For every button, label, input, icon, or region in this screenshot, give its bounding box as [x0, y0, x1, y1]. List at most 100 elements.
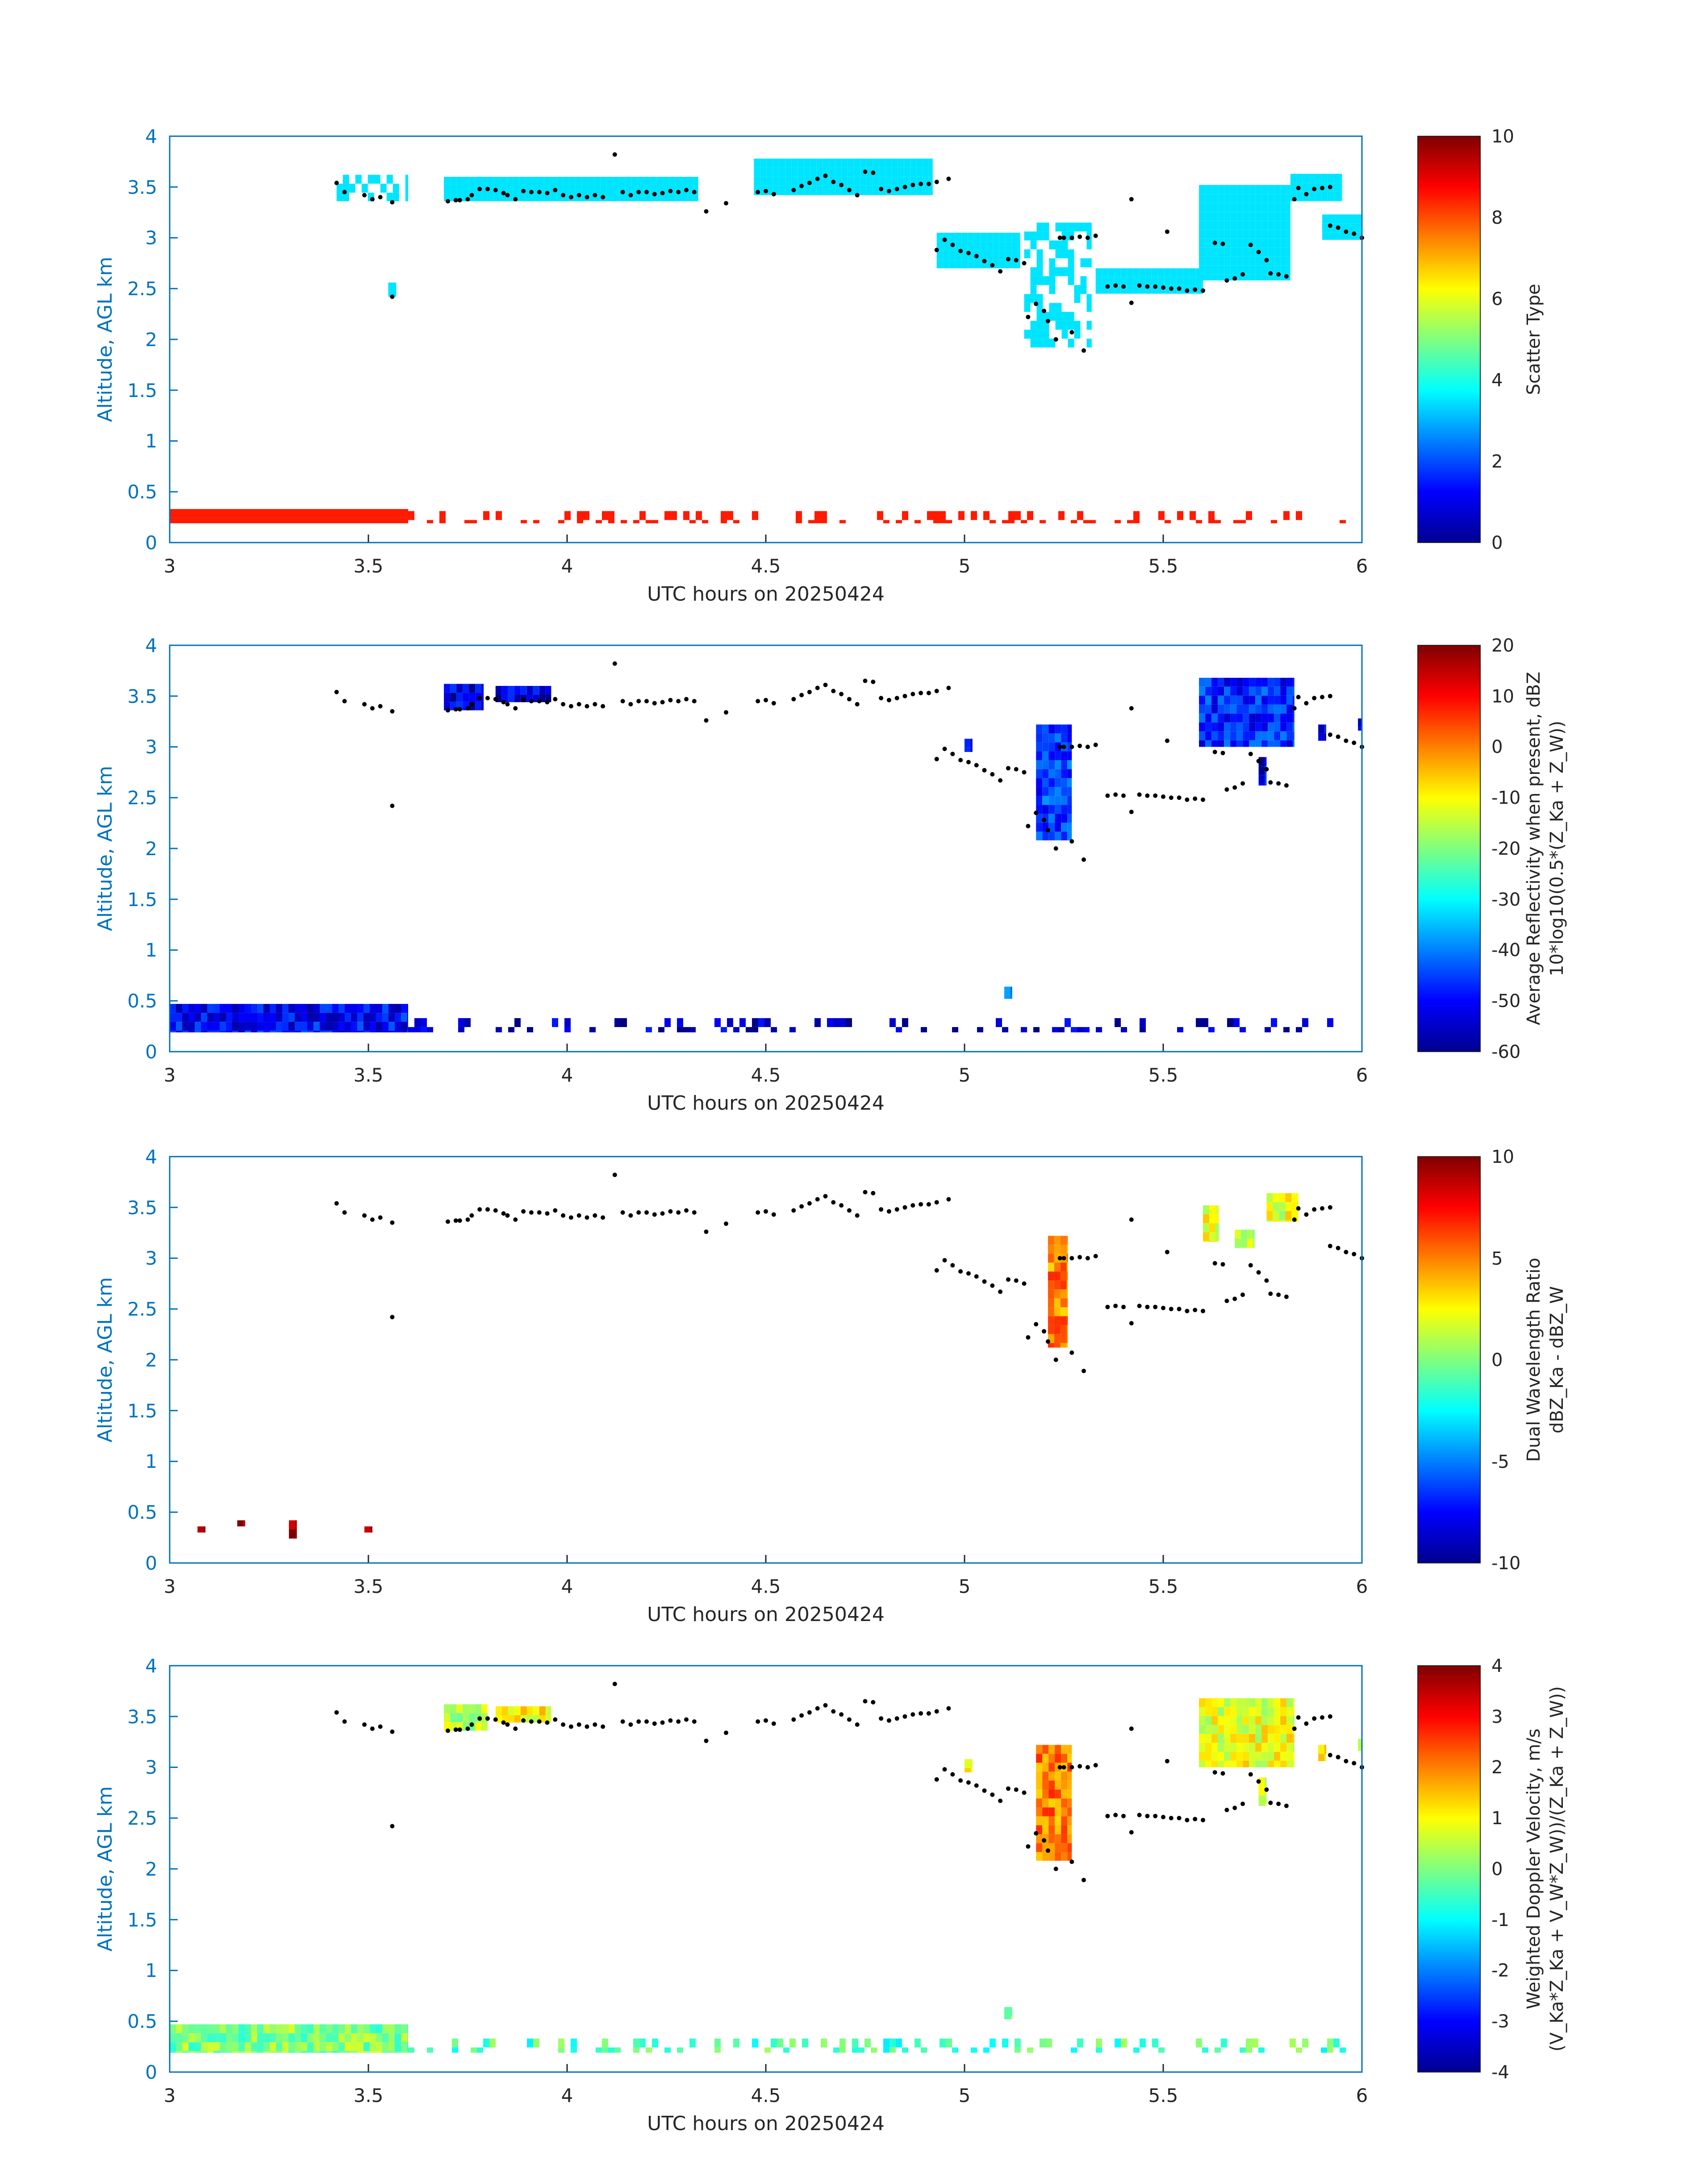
heatmap-cell: [1199, 238, 1206, 248]
heatmap-cell: [1224, 686, 1231, 696]
heatmap-cell: [288, 1031, 295, 1032]
heatmap-cell: [506, 177, 513, 186]
heatmap-cell: [1036, 814, 1043, 823]
cloud-top-point: [362, 193, 367, 197]
heatmap-cell: [407, 1031, 408, 1032]
heatmap-cell: [1249, 704, 1256, 714]
y-tick-label: 0.5: [127, 990, 157, 1012]
heatmap-cell: [1324, 724, 1326, 734]
heatmap-cell: [220, 1031, 226, 1032]
cloud-top-point: [342, 190, 347, 195]
cloud-top-point: [362, 1213, 367, 1218]
cloud-top-point: [1240, 1801, 1245, 1806]
cloud-top-point: [612, 661, 617, 666]
heatmap-cell: [1048, 1843, 1055, 1852]
cloud-top-point: [958, 1269, 963, 1274]
heatmap-cell: [1061, 1789, 1068, 1799]
heatmap-cell: [1324, 1754, 1326, 1761]
cloud-top-point: [1240, 272, 1245, 277]
heatmap-cell: [338, 2051, 345, 2053]
panel-4-axes-frame: [169, 1665, 1363, 2073]
heatmap-cell: [1218, 731, 1224, 740]
heatmap-cell: [508, 1027, 514, 1032]
cloud-top-point: [1105, 1304, 1110, 1309]
heatmap-cell: [961, 259, 968, 268]
heatmap-cell: [1202, 2047, 1208, 2053]
cloud-top-point: [1256, 1779, 1261, 1784]
heatmap-cell: [351, 2033, 357, 2043]
cloud-top-point: [1034, 301, 1039, 306]
heatmap-cell: [1274, 731, 1281, 740]
cloud-top-point: [974, 254, 979, 259]
heatmap-cell: [1268, 274, 1274, 280]
heatmap-cell: [351, 518, 357, 523]
heatmap-cell: [1328, 174, 1334, 183]
heatmap-cell: [1243, 1742, 1249, 1752]
heatmap-cell: [405, 184, 408, 193]
heatmap-cell: [1011, 2016, 1012, 2019]
heatmap-cell: [1218, 1734, 1224, 1743]
heatmap-cell: [1040, 520, 1046, 523]
heatmap-cell: [1158, 2047, 1165, 2053]
cloud-top-point: [1069, 744, 1074, 749]
cloud-top-point: [839, 183, 844, 188]
heatmap-cell: [1066, 1307, 1068, 1316]
heatmap-cell: [1048, 1852, 1055, 1861]
heatmap-cell: [1055, 1816, 1061, 1826]
heatmap-cell: [338, 1004, 345, 1013]
heatmap-cell: [1280, 221, 1287, 230]
panel-2-colorbar: [1417, 645, 1481, 1052]
heatmap-cell: [1224, 221, 1231, 230]
heatmap-cell: [195, 2024, 201, 2034]
heatmap-cell: [614, 1018, 621, 1027]
heatmap-cell: [1211, 722, 1218, 731]
heatmap-cell: [1095, 268, 1102, 277]
cloud-top-point: [871, 1700, 876, 1705]
panel-3-colorbar: [1417, 1156, 1481, 1563]
heatmap-cell: [965, 1759, 971, 1768]
heatmap-cell: [1055, 796, 1061, 805]
heatmap-cell: [393, 192, 399, 201]
cloud-top-point: [934, 1268, 939, 1273]
heatmap-cell: [1286, 686, 1293, 696]
cloud-top-point: [1145, 793, 1150, 798]
cloud-top-point: [799, 1204, 804, 1209]
heatmap-cell: [1274, 265, 1281, 275]
cloud-top-point: [1129, 1830, 1134, 1835]
heatmap-cell: [357, 1022, 363, 1031]
cloud-top-point: [1268, 271, 1273, 276]
heatmap-cell: [746, 1027, 752, 1032]
cloud-top-point: [1113, 792, 1118, 797]
heatmap-cell: [170, 518, 176, 523]
heatmap-cell: [1024, 294, 1031, 303]
heatmap-cell: [1261, 221, 1268, 230]
heatmap-cell: [1224, 1760, 1231, 1768]
heatmap-cell: [854, 185, 860, 195]
heatmap-cell: [1286, 1698, 1293, 1707]
heatmap-cell: [1042, 1807, 1049, 1817]
colorbar-tick-label: 4: [1491, 370, 1503, 391]
cloud-top-point: [644, 1210, 649, 1215]
heatmap-cell: [363, 2042, 370, 2052]
heatmap-cell: [295, 1022, 301, 1031]
cloud-top-point: [362, 1722, 367, 1727]
heatmap-cell: [1218, 1742, 1224, 1752]
heatmap-cell: [201, 2051, 207, 2053]
cloud-top-point: [1292, 706, 1297, 711]
cloud-top-point: [545, 1720, 550, 1725]
heatmap-cell: [1199, 212, 1206, 221]
heatmap-cell: [1061, 796, 1068, 805]
heatmap-cell: [602, 2038, 608, 2047]
heatmap-cell: [1042, 1763, 1049, 1772]
heatmap-cell: [371, 1526, 372, 1533]
heatmap-cell: [1043, 312, 1049, 321]
heatmap-cell: [1061, 733, 1068, 743]
heatmap-cell: [1286, 722, 1293, 731]
heatmap-cell: [1042, 724, 1049, 734]
colorbar-tick-label: 1: [1491, 1808, 1503, 1829]
cloud-top-point: [1022, 1281, 1027, 1286]
heatmap-cell: [1195, 286, 1202, 294]
heatmap-cell: [1203, 1223, 1209, 1233]
heatmap-cell: [1274, 1751, 1281, 1761]
heatmap-cell: [257, 2051, 263, 2053]
